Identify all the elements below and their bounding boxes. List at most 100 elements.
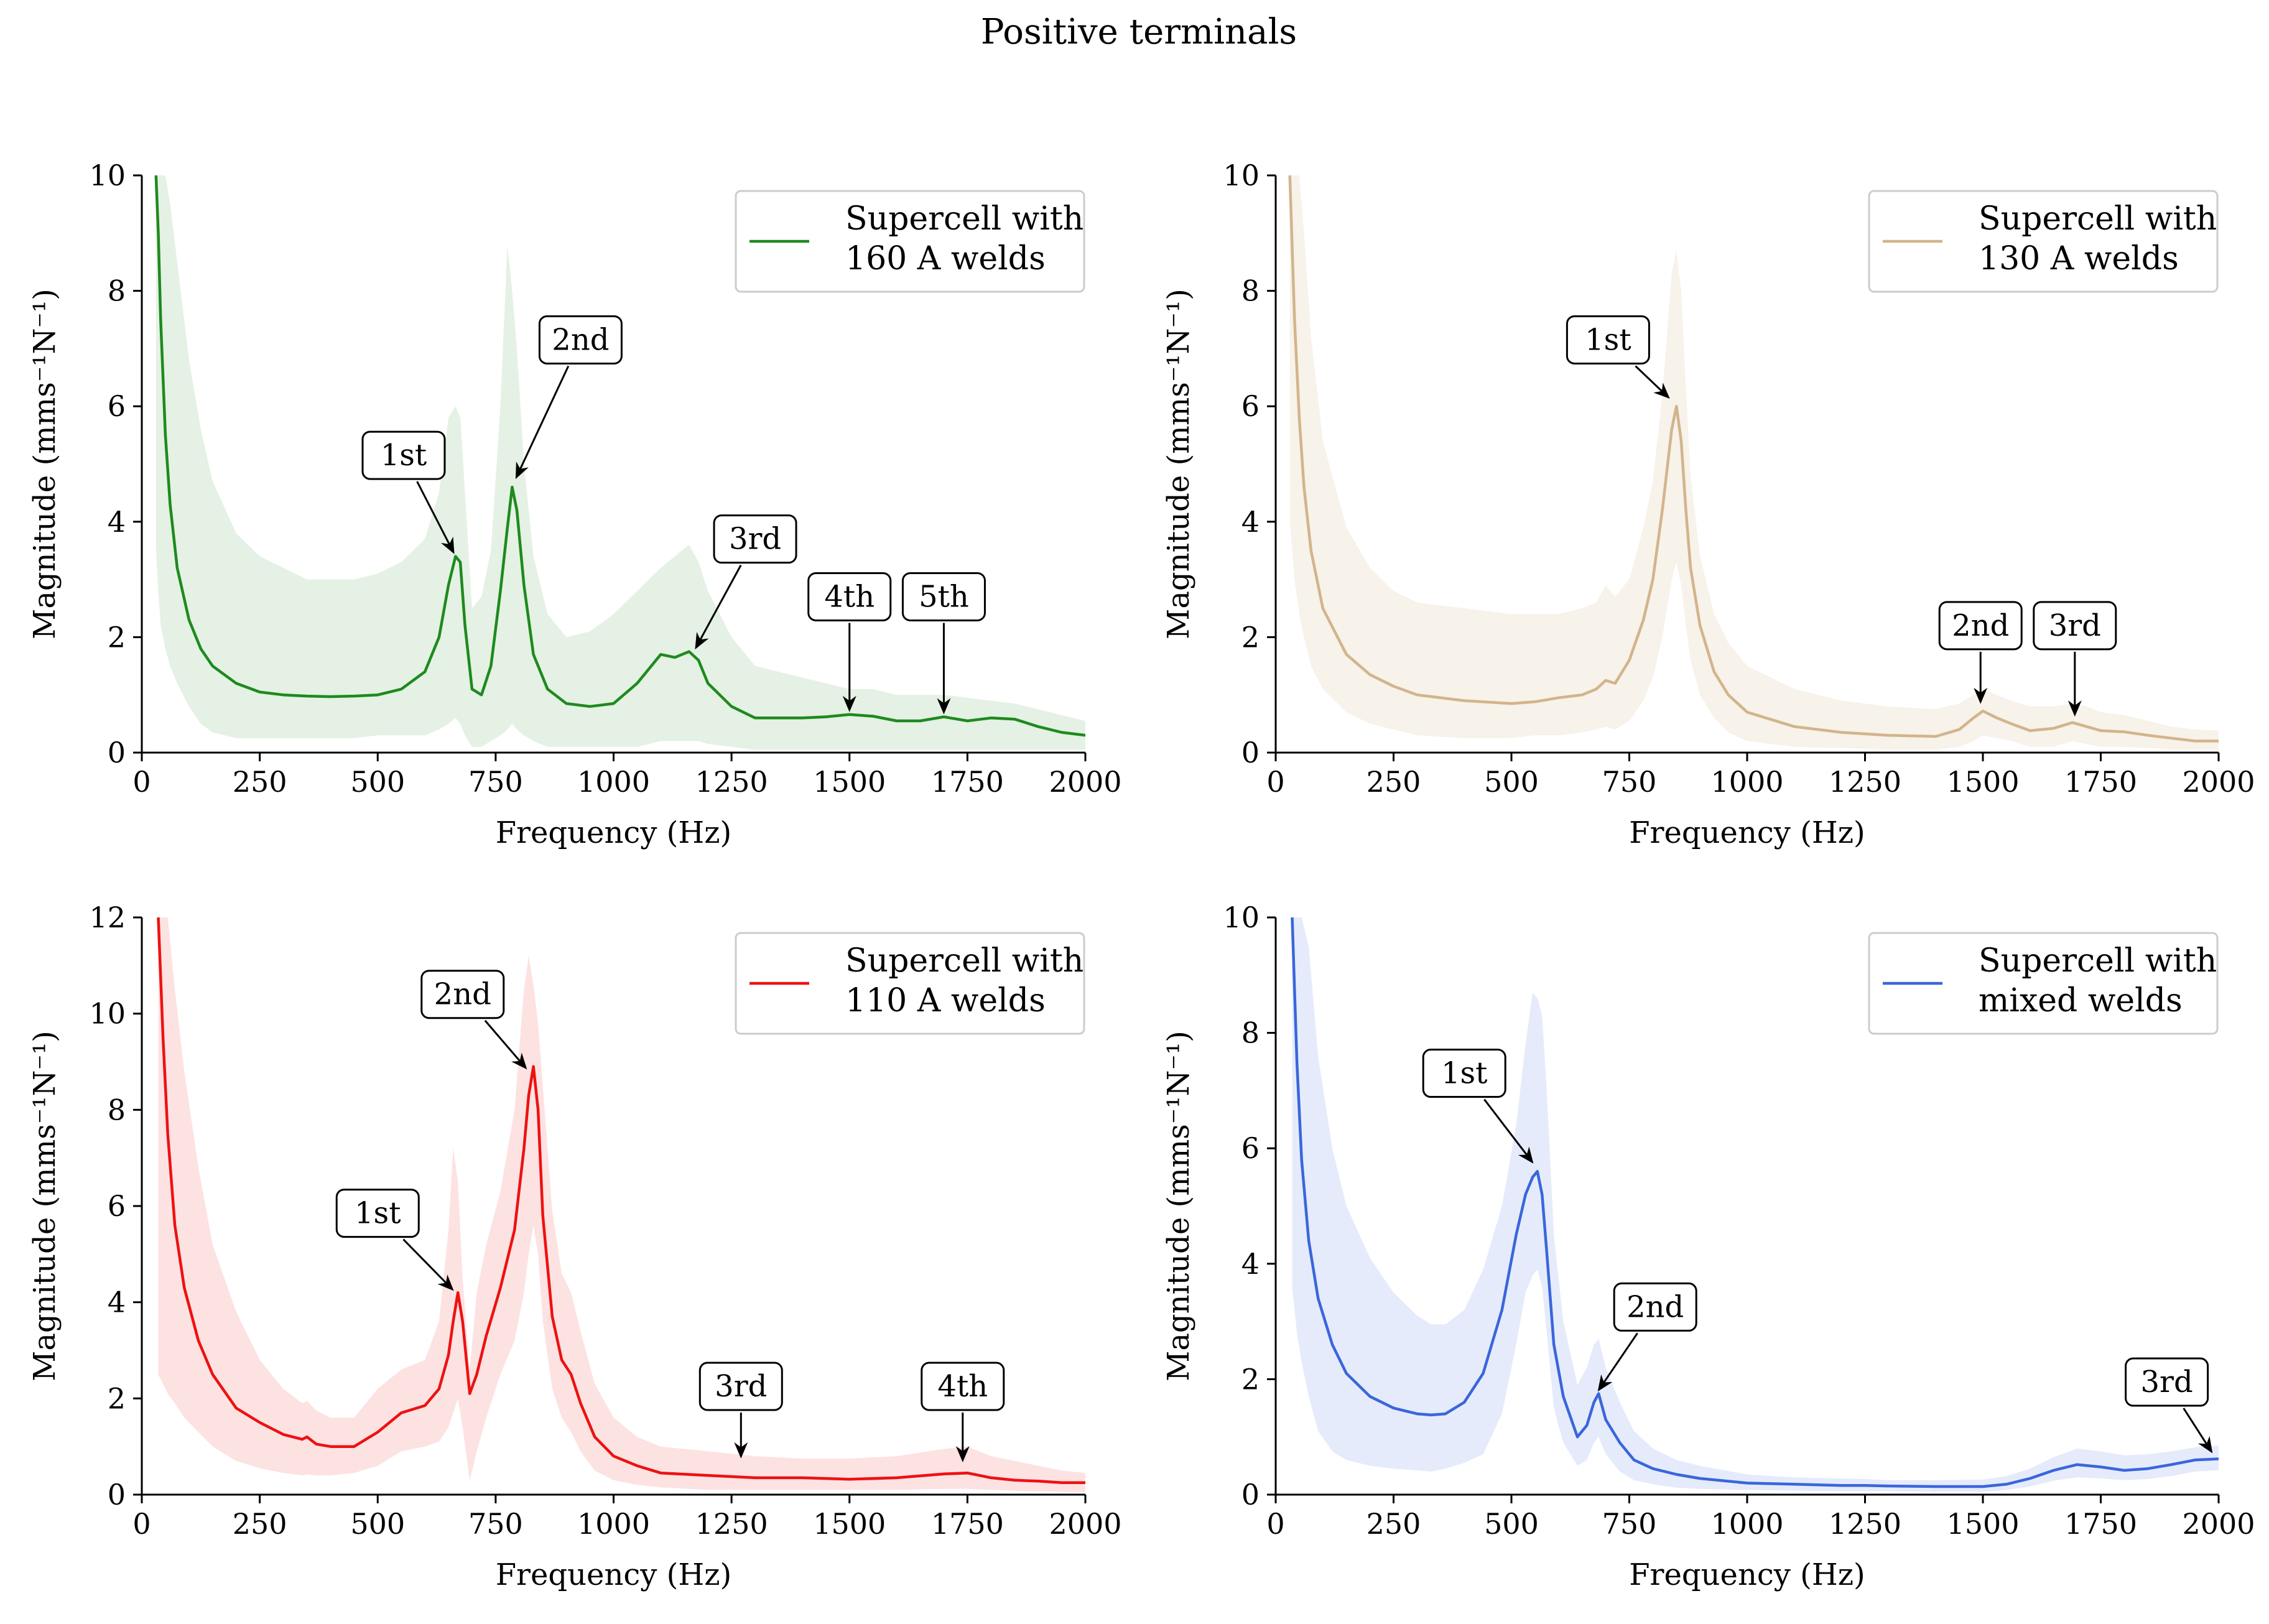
x-tick-label: 1750 — [931, 1507, 1004, 1541]
annotation-arrow — [416, 481, 450, 545]
x-tick-label: 1250 — [695, 765, 768, 799]
annotation-arrow — [484, 1019, 521, 1062]
y-tick-label: 0 — [1241, 736, 1260, 769]
annotation-box — [921, 1362, 1005, 1411]
x-tick-label: 1500 — [813, 1507, 886, 1541]
series-line — [157, 917, 1085, 1484]
x-tick-label: 750 — [468, 1507, 523, 1541]
y-tick-label: 4 — [108, 505, 126, 539]
legend-box — [735, 190, 1085, 293]
y-tick-label: 0 — [108, 736, 126, 769]
legend-label-line1: Supercell with — [845, 200, 1083, 238]
y-tick-label: 6 — [1241, 389, 1260, 423]
legend-label-line1: Supercell with — [1979, 200, 2217, 238]
annotation-label: 2nd — [552, 322, 609, 357]
annotation-label: 3rd — [2049, 608, 2101, 643]
y-tick-label: 2 — [1241, 620, 1260, 654]
annotation-arrow — [519, 365, 570, 470]
x-axis-label: Frequency (Hz) — [1629, 1557, 1865, 1592]
confidence-band — [1289, 175, 2219, 750]
x-tick-label: 250 — [1367, 765, 1421, 799]
annotation-label: 5th — [919, 579, 969, 614]
annotation-arrowhead — [937, 698, 951, 715]
annotation-arrowhead — [437, 1274, 454, 1291]
x-tick-label: 2000 — [2182, 1507, 2255, 1541]
y-tick-label: 8 — [1241, 1016, 1260, 1050]
annotation-arrowhead — [842, 695, 856, 712]
x-axis-label: Frequency (Hz) — [496, 815, 731, 850]
x-tick-label: 250 — [233, 1507, 287, 1541]
annotation-arrow — [1483, 1098, 1528, 1156]
annotation-arrow — [1635, 365, 1663, 392]
annotation-arrowhead — [955, 1446, 970, 1463]
annotation-label: 1st — [1441, 1056, 1487, 1091]
y-tick-label: 2 — [108, 620, 126, 654]
annotation-arrowhead — [1597, 1374, 1613, 1392]
annotation-arrowhead — [734, 1442, 748, 1459]
legend-label-line1: Supercell with — [845, 942, 1083, 980]
legend-label-line2: 160 A welds — [845, 240, 1046, 277]
annotation-box — [807, 572, 892, 621]
x-tick-label: 1000 — [1710, 1507, 1783, 1541]
x-tick-label: 1500 — [813, 765, 886, 799]
annotation-box — [1422, 1049, 1506, 1098]
legend-label-line1: Supercell with — [1979, 942, 2217, 980]
annotation-label: 1st — [381, 438, 427, 473]
y-tick-label: 10 — [1223, 159, 1260, 192]
x-tick-label: 1250 — [1829, 1507, 1901, 1541]
figure-title: Positive terminals — [981, 12, 1297, 52]
y-tick-label: 6 — [108, 1189, 126, 1223]
x-tick-label: 1500 — [1946, 765, 2019, 799]
x-tick-label: 0 — [132, 765, 151, 799]
y-tick-label: 2 — [1241, 1362, 1260, 1396]
annotation-label: 1st — [1585, 322, 1631, 357]
annotation-label: 3rd — [729, 522, 781, 557]
panel-130a: 0 250 500 750 1000 1250 1500 1750 2000 0 2 4 6 8 10 Fre… — [1161, 159, 2255, 850]
annotation-arrowhead — [1653, 383, 1670, 399]
x-tick-label: 2000 — [1049, 1507, 1121, 1541]
x-tick-label: 250 — [1367, 1507, 1421, 1541]
legend-box — [1868, 190, 2219, 293]
y-tick-label: 8 — [108, 1093, 126, 1126]
y-axis-label: Magnitude (mms⁻¹N⁻¹) — [1161, 1031, 1196, 1381]
panel-160a: 0 250 500 750 1000 1250 1500 1750 2000 0 2 4 6 8 10 Fre… — [27, 159, 1122, 850]
annotation-arrow — [2183, 1408, 2207, 1445]
panel-110a: 0 250 500 750 1000 1250 1500 1750 2000 0 2 4 6 8 10 12 F… — [27, 901, 1122, 1592]
x-tick-label: 1000 — [1710, 765, 1783, 799]
annotation-arrowhead — [440, 536, 455, 554]
annotation-label: 2nd — [1952, 608, 2009, 643]
annotation-arrow — [699, 564, 742, 640]
x-tick-label: 1750 — [2064, 765, 2137, 799]
panel-mixed: 0 250 500 750 1000 1250 1500 1750 2000 0 2 4 6 8 10 Fre… — [1161, 901, 2255, 1592]
y-tick-label: 2 — [108, 1381, 126, 1415]
annotation-label: 4th — [937, 1369, 988, 1404]
annotation-box — [538, 315, 623, 364]
annotation-arrowhead — [1518, 1146, 1534, 1164]
confidence-band — [1292, 917, 2219, 1492]
x-tick-label: 500 — [1484, 1507, 1539, 1541]
annotation-box — [420, 970, 505, 1019]
x-tick-label: 1750 — [2064, 1507, 2137, 1541]
legend-box — [1868, 932, 2219, 1035]
x-axis-label: Frequency (Hz) — [496, 1557, 731, 1592]
x-tick-label: 2000 — [2182, 765, 2255, 799]
annotation-box — [698, 1362, 783, 1411]
y-tick-label: 4 — [1241, 505, 1260, 539]
annotation-arrow — [1603, 1332, 1638, 1383]
y-tick-label: 4 — [1241, 1247, 1260, 1281]
annotation-arrowhead — [515, 462, 529, 480]
y-tick-label: 0 — [108, 1478, 126, 1511]
series-line — [154, 175, 1085, 737]
annotation-box — [335, 1189, 420, 1238]
annotation-label: 2nd — [1626, 1289, 1684, 1324]
x-tick-label: 500 — [1484, 765, 1539, 799]
x-tick-label: 750 — [1602, 1507, 1657, 1541]
y-tick-label: 10 — [1223, 901, 1260, 934]
annotation-arrow — [402, 1238, 447, 1284]
x-tick-label: 1000 — [577, 1507, 650, 1541]
annotation-arrowhead — [1974, 687, 1988, 704]
x-tick-label: 1250 — [1829, 765, 1901, 799]
legend-label-line2: 110 A welds — [845, 982, 1046, 1019]
y-tick-label: 0 — [1241, 1478, 1260, 1511]
y-tick-label: 6 — [1241, 1131, 1260, 1165]
